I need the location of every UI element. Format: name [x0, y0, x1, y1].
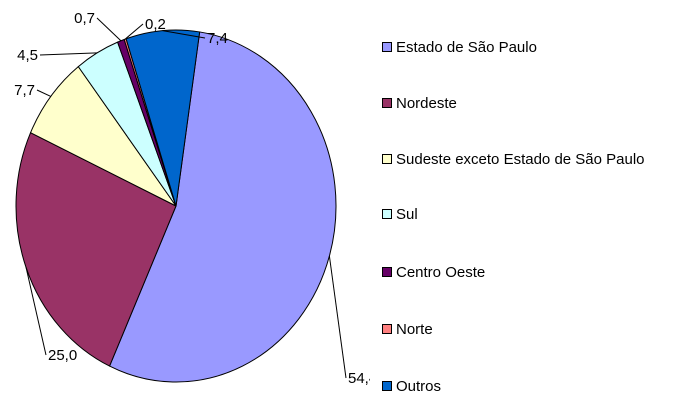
legend-label: Estado de São Paulo — [396, 39, 537, 56]
data-label: 7,4 — [207, 30, 228, 47]
data-label: 7,7 — [14, 82, 35, 99]
legend-swatch — [382, 42, 392, 52]
legend-label: Sudeste exceto Estado de São Paulo — [396, 151, 645, 168]
leader-line — [36, 89, 51, 97]
legend-item: Norte — [382, 320, 691, 339]
leader-line — [124, 23, 144, 40]
legend-swatch — [382, 98, 392, 108]
legend-label: Nordeste — [396, 95, 457, 112]
legend-item: Nordeste — [382, 94, 691, 113]
leader-line — [25, 267, 47, 356]
leader-line — [39, 52, 98, 56]
legend-label: Norte — [396, 321, 433, 338]
legend-item: Sudeste exceto Estado de São Paulo — [382, 150, 691, 169]
legend-label: Centro Oeste — [396, 264, 486, 281]
leader-line — [328, 255, 347, 379]
legend-swatch — [382, 324, 392, 334]
leader-line — [162, 30, 206, 39]
chart: 54,4 25,0 7,7 4,5 0,7 0,2 7,4 — [14, 10, 370, 387]
legend-item: Outros — [382, 377, 691, 396]
data-label: 4,5 — [17, 47, 38, 64]
legend-label: Outros — [396, 378, 442, 395]
legend-swatch — [382, 381, 392, 391]
data-label: 0,2 — [145, 16, 166, 33]
legend-swatch — [382, 267, 392, 277]
data-label: 25,0 — [48, 347, 77, 364]
legend-item: Centro Oeste — [382, 263, 691, 282]
legend-item: Estado de São Paulo — [382, 38, 691, 57]
legend-swatch — [382, 209, 392, 219]
data-label: 54,4 — [348, 370, 370, 387]
data-label: 0,7 — [74, 10, 95, 27]
legend-label: Sul — [396, 206, 418, 223]
legend-swatch — [382, 154, 392, 164]
leader-line — [96, 17, 122, 42]
legend-item: Sul — [382, 205, 691, 224]
pie-slice — [108, 31, 337, 383]
